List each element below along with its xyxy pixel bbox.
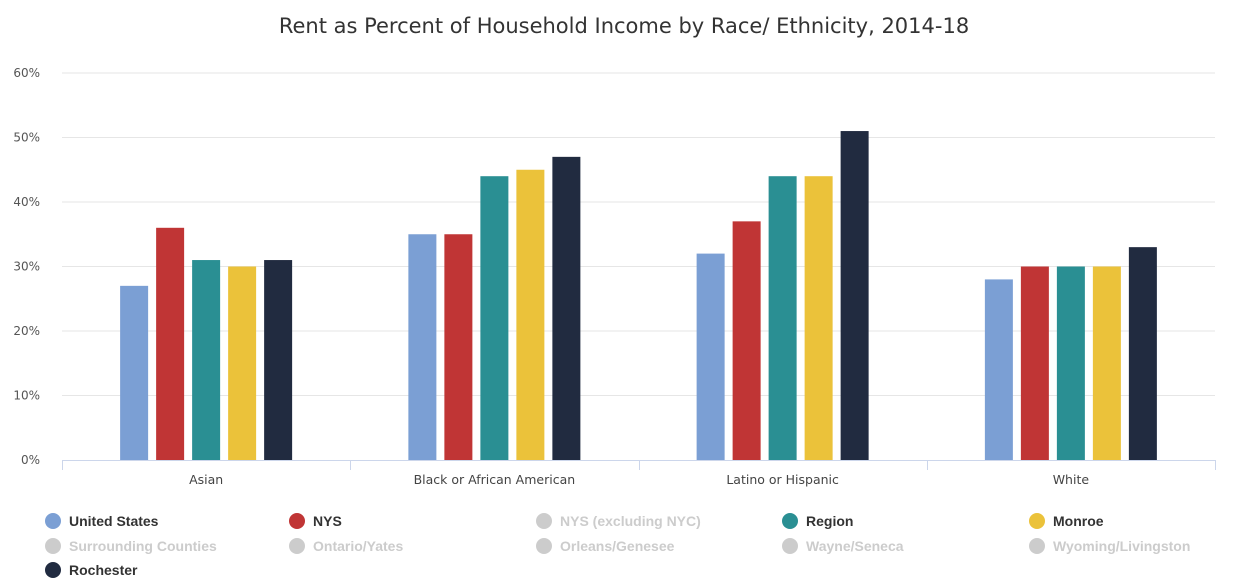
- legend-marker: [289, 513, 305, 529]
- legend-label: Wayne/Seneca: [806, 538, 904, 554]
- legend-marker: [45, 538, 61, 554]
- x-axis: [62, 460, 1216, 470]
- legend-label: NYS: [313, 513, 342, 529]
- legend-item[interactable]: Orleans/Genesee: [536, 538, 675, 554]
- bar[interactable]: [984, 279, 1013, 460]
- legend-marker: [1029, 513, 1045, 529]
- bar[interactable]: [732, 221, 761, 460]
- bar[interactable]: [264, 260, 293, 460]
- legend-marker: [536, 513, 552, 529]
- legend-item[interactable]: United States: [45, 513, 159, 529]
- bar[interactable]: [552, 156, 581, 460]
- legend-item[interactable]: NYS (excluding NYC): [536, 513, 701, 529]
- bar[interactable]: [516, 169, 545, 460]
- legend-marker: [782, 538, 798, 554]
- legend-marker: [45, 513, 61, 529]
- bars: [120, 131, 1157, 461]
- legend-item[interactable]: Monroe: [1029, 513, 1104, 529]
- legend-label: Rochester: [69, 562, 138, 578]
- legend-label: Wyoming/Livingston: [1053, 538, 1190, 554]
- x-category-label: Black or African American: [414, 472, 576, 487]
- x-category-label: Latino or Hispanic: [726, 472, 839, 487]
- bar[interactable]: [768, 176, 797, 460]
- legend-item[interactable]: Wyoming/Livingston: [1029, 538, 1190, 554]
- legend-item[interactable]: Wayne/Seneca: [782, 538, 904, 554]
- legend-item[interactable]: NYS: [289, 513, 342, 529]
- legend-label: Region: [806, 513, 853, 529]
- bar[interactable]: [840, 131, 869, 461]
- legend-marker: [289, 538, 305, 554]
- x-axis-categories: Asian Black or African American Latino or …: [189, 472, 1089, 487]
- bar[interactable]: [156, 227, 185, 460]
- bar[interactable]: [1092, 266, 1121, 461]
- legend-item[interactable]: Rochester: [45, 562, 138, 578]
- legend-label: United States: [69, 513, 159, 529]
- legend-item[interactable]: Ontario/Yates: [289, 538, 403, 554]
- legend-marker: [1029, 538, 1045, 554]
- bar[interactable]: [120, 285, 149, 460]
- y-tick-label: 30%: [13, 260, 40, 274]
- y-tick-label: 50%: [13, 131, 40, 145]
- y-tick-label: 10%: [13, 389, 40, 403]
- legend-label: Monroe: [1053, 513, 1104, 529]
- legend-label: Ontario/Yates: [313, 538, 403, 554]
- bar[interactable]: [228, 266, 257, 461]
- legend-item[interactable]: Region: [782, 513, 853, 529]
- bar[interactable]: [1056, 266, 1085, 461]
- legend-label: NYS (excluding NYC): [560, 513, 701, 529]
- bar[interactable]: [408, 234, 437, 460]
- legend-marker: [45, 562, 61, 578]
- bar[interactable]: [192, 260, 221, 460]
- legend-label: Orleans/Genesee: [560, 538, 675, 554]
- bar[interactable]: [1020, 266, 1049, 461]
- x-category-label: White: [1053, 472, 1090, 487]
- bar[interactable]: [1128, 247, 1157, 460]
- chart-title: Rent as Percent of Household Income by R…: [279, 14, 969, 38]
- x-category-label: Asian: [189, 472, 223, 487]
- bar[interactable]: [480, 176, 509, 460]
- legend-marker: [536, 538, 552, 554]
- bar[interactable]: [444, 234, 473, 460]
- y-tick-label: 60%: [13, 66, 40, 80]
- bar[interactable]: [804, 176, 833, 460]
- y-tick-label: 0%: [21, 453, 40, 467]
- legend-marker: [782, 513, 798, 529]
- y-tick-label: 40%: [13, 195, 40, 209]
- legend-label: Surrounding Counties: [69, 538, 217, 554]
- y-tick-label: 20%: [13, 324, 40, 338]
- bar[interactable]: [696, 253, 725, 460]
- legend-item[interactable]: Surrounding Counties: [45, 538, 217, 554]
- legend: United States NYS NYS (excluding NYC) Regio…: [45, 513, 1190, 578]
- y-axis-ticks: 0% 10% 20% 30% 40% 50% 60%: [13, 66, 40, 467]
